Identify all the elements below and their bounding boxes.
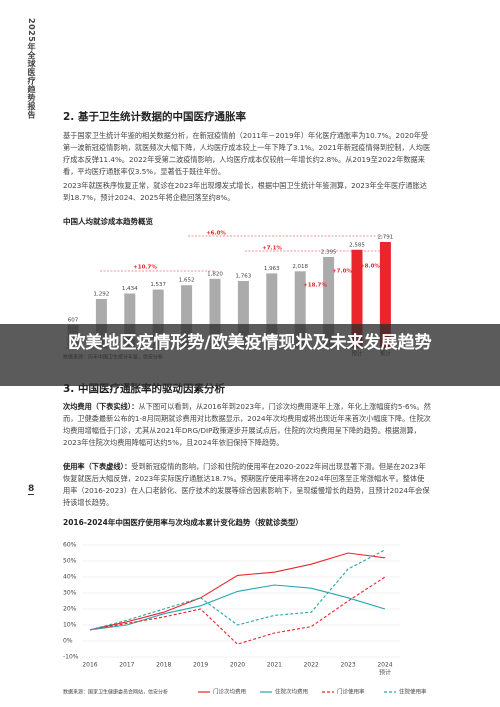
- value-label: 1,652: [179, 278, 195, 284]
- value-label: 2,791: [378, 234, 394, 240]
- y-tick-label: 0%: [63, 638, 73, 645]
- legend-label: 住院使用率: [399, 688, 427, 696]
- x-tick-label: 2016: [82, 662, 97, 669]
- y-tick-label: 40%: [63, 574, 77, 581]
- y-tick-label: 30%: [63, 590, 77, 597]
- bar: [351, 249, 363, 348]
- legend-label: 住院次均费用: [275, 688, 308, 696]
- annotation: +8.0%: [360, 264, 380, 270]
- value-label: 607: [68, 317, 79, 323]
- chart-title: 2016-2024年中国医疗使用率与次均成本累计变化趋势（按就诊类型）: [63, 517, 303, 527]
- y-tick-label: 10%: [63, 622, 77, 629]
- series-line: [89, 584, 386, 631]
- paragraph-lead: 使用率（下表虚线）：: [63, 462, 132, 471]
- section-heading: 2. 基于卫生统计数据的中国医疗通胀率: [63, 111, 246, 123]
- paragraph: 使用率（下表虚线）：受到新冠疫情的影响，门诊和住院的使用率在2020-2022年…: [63, 461, 431, 509]
- bar: [209, 278, 221, 348]
- chart-title: 中国人均就诊成本趋势概览: [63, 216, 153, 226]
- y-tick-label: -10%: [63, 654, 79, 661]
- x-tick-label: 2021: [267, 662, 282, 669]
- x-tick-label: 2019: [193, 662, 208, 669]
- page-number: 8: [28, 484, 35, 495]
- value-label: 2,018: [292, 264, 308, 270]
- annotation: +7.1%: [262, 246, 282, 252]
- source: 数据来源：国家卫生健康委员会网站，信安分析: [63, 689, 168, 696]
- series-line: [89, 576, 386, 645]
- value-label: 2,585: [349, 242, 365, 248]
- annotation: +10.7%: [133, 265, 157, 271]
- section-heading: 3. 中国医疗通胀率的驱动因素分析: [63, 383, 225, 395]
- value-label: 1,292: [94, 291, 110, 297]
- x-tick-label: 2022: [304, 662, 319, 669]
- annotation: +6.0%: [206, 231, 226, 237]
- bar: [323, 256, 335, 348]
- y-tick-label: 50%: [63, 558, 77, 565]
- paragraph-text: 从下图可以看到，从2016年到2023年，门诊次均费用逐年上涨，年化上涨幅度约5…: [63, 402, 431, 447]
- bar: [237, 281, 249, 348]
- forecast-label: 预计: [379, 669, 391, 677]
- bar: [266, 273, 278, 348]
- value-label: 2,395: [321, 249, 337, 255]
- annotation: +7.0%: [332, 269, 352, 275]
- y-tick-label: 60%: [63, 542, 77, 549]
- paragraph-text: 受到新冠疫情的影响，门诊和住院的使用率在2020-2022年间出现显著下滑。但是…: [63, 462, 430, 507]
- x-tick-label: 2020: [230, 662, 245, 669]
- x-tick-label: 2024: [377, 662, 392, 669]
- x-tick-label: 2017: [119, 662, 134, 669]
- bar: [95, 298, 107, 348]
- series-line: [89, 552, 386, 631]
- value-label: 1,434: [122, 286, 138, 292]
- paragraph-lead: 次均费用（下表实线）：: [63, 402, 139, 411]
- bar: [124, 293, 136, 348]
- paragraph: 基于国家卫生统计年鉴的相关数据分析，在新冠疫情前（2011年－2019年）年化医…: [63, 131, 431, 176]
- bar: [152, 289, 164, 348]
- banner: 欧美地区疫情形势/欧美疫情现状及未来发展趋势: [0, 324, 500, 386]
- x-tick-label: 2018: [156, 662, 171, 669]
- x-tick-label: 2023: [340, 662, 355, 669]
- paragraph: 2023年就医秩序恢复正常，就诊在2023年出现爆发式增长，根据中国卫生统计年鉴…: [63, 181, 427, 202]
- paragraph: 次均费用（下表实线）：从下图可以看到，从2016年到2023年，门诊次均费用逐年…: [63, 401, 431, 449]
- bar: [181, 285, 193, 348]
- annotation: +18.7%: [303, 283, 327, 289]
- series-line: [89, 549, 386, 631]
- value-label: 1,763: [236, 274, 252, 280]
- value-label: 1,820: [207, 271, 223, 277]
- bar: [294, 271, 306, 348]
- y-tick-label: 20%: [63, 606, 77, 613]
- side-title: 2025年全球医疗趋势报告: [27, 18, 36, 119]
- value-label: 1,537: [150, 282, 166, 288]
- legend-label: 门诊使用率: [337, 688, 365, 696]
- bar: [379, 241, 391, 348]
- value-label: 1,963: [264, 266, 280, 272]
- legend-label: 门诊次均费用: [213, 688, 246, 696]
